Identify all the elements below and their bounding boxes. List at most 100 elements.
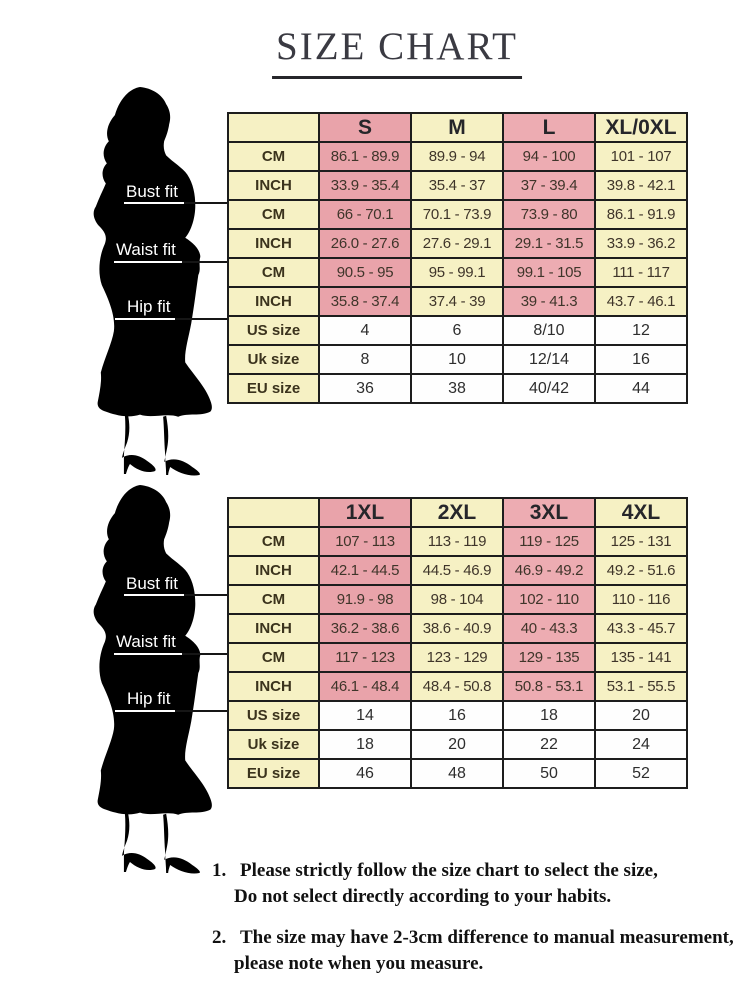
cell: 46.9 - 49.2: [502, 555, 596, 586]
cell: 46: [318, 758, 412, 789]
table-row-us-size: US size 14 16 18 20: [227, 700, 688, 731]
row-label: EU size: [227, 758, 320, 789]
row-label: US size: [227, 700, 320, 731]
table-row-bust-cm: CM 107 - 113 113 - 119 119 - 125 125 - 1…: [227, 526, 688, 557]
row-label: INCH: [227, 613, 320, 644]
note-number: 1.: [212, 860, 227, 881]
table-row-waist-cm: CM 91.9 - 98 98 - 104 102 - 110 110 - 11…: [227, 584, 688, 615]
bust-fit-label: Bust fit: [126, 182, 178, 201]
hip-underline: [115, 318, 175, 320]
cell: 35.8 - 37.4: [318, 286, 412, 317]
cell: 39 - 41.3: [502, 286, 596, 317]
cell: 110 - 116: [594, 584, 688, 615]
note-line: The size may have 2-3cm difference to ma…: [240, 927, 734, 948]
cell: 102 - 110: [502, 584, 596, 615]
cell: 38.6 - 40.9: [410, 613, 504, 644]
cell: 70.1 - 73.9: [410, 199, 504, 230]
table-row-waist-inch: INCH 26.0 - 27.6 27.6 - 29.1 29.1 - 31.5…: [227, 228, 688, 259]
cell: 16: [594, 344, 688, 375]
bust-underline: [124, 594, 184, 596]
row-label: Uk size: [227, 729, 320, 760]
row-label: CM: [227, 199, 320, 230]
waist-fit-label: Waist fit: [116, 240, 176, 259]
cell: 119 - 125: [502, 526, 596, 557]
size-header-xl0xl: XL/0XL: [594, 112, 688, 143]
cell: 86.1 - 89.9: [318, 141, 412, 172]
cell: 12/14: [502, 344, 596, 375]
cell: 35.4 - 37: [410, 170, 504, 201]
table-row-us-size: US size 4 6 8/10 12: [227, 315, 688, 346]
table-row-bust-inch: INCH 33.9 - 35.4 35.4 - 37 37 - 39.4 39.…: [227, 170, 688, 201]
cell: 48: [410, 758, 504, 789]
hip-fit-label: Hip fit: [127, 297, 171, 316]
cell: 26.0 - 27.6: [318, 228, 412, 259]
cell: 42.1 - 44.5: [318, 555, 412, 586]
cell: 20: [410, 729, 504, 760]
cell: 117 - 123: [318, 642, 412, 673]
note-text: Please strictly follow the size chart to…: [234, 858, 658, 910]
bust-connector-line: [184, 594, 228, 596]
cell: 33.9 - 36.2: [594, 228, 688, 259]
page-title: SIZE CHART: [272, 24, 522, 79]
bust-fit-label: Bust fit: [126, 574, 178, 593]
row-label: CM: [227, 526, 320, 557]
cell: 46.1 - 48.4: [318, 671, 412, 702]
hip-connector-line: [173, 318, 228, 320]
cell: 20: [594, 700, 688, 731]
table-row-hip-cm: CM 90.5 - 95 95 - 99.1 99.1 - 105 111 - …: [227, 257, 688, 288]
waist-underline: [114, 653, 182, 655]
note-item-1: 1. Please strictly follow the size chart…: [212, 858, 750, 910]
cell: 12: [594, 315, 688, 346]
table-row-hip-cm: CM 117 - 123 123 - 129 129 - 135 135 - 1…: [227, 642, 688, 673]
size-header-3xl: 3XL: [502, 497, 596, 528]
size-chart-table-2: 1XL 2XL 3XL 4XL CM 107 - 113 113 - 119 1…: [227, 497, 688, 789]
cell: 4: [318, 315, 412, 346]
row-label: CM: [227, 141, 320, 172]
table-row-eu-size: EU size 46 48 50 52: [227, 758, 688, 789]
cell: 48.4 - 50.8: [410, 671, 504, 702]
cell: 94 - 100: [502, 141, 596, 172]
hip-connector-line: [173, 710, 228, 712]
cell: 50.8 - 53.1: [502, 671, 596, 702]
row-label: INCH: [227, 228, 320, 259]
cell: 33.9 - 35.4: [318, 170, 412, 201]
cell: 18: [318, 729, 412, 760]
note-number: 2.: [212, 927, 227, 948]
cell: 39.8 - 42.1: [594, 170, 688, 201]
cell: 113 - 119: [410, 526, 504, 557]
cell: 111 - 117: [594, 257, 688, 288]
waist-fit-label: Waist fit: [116, 632, 176, 651]
row-label: INCH: [227, 555, 320, 586]
cell: 43.3 - 45.7: [594, 613, 688, 644]
cell: 10: [410, 344, 504, 375]
cell: 50: [502, 758, 596, 789]
row-label: CM: [227, 584, 320, 615]
table-row-bust-cm: CM 86.1 - 89.9 89.9 - 94 94 - 100 101 - …: [227, 141, 688, 172]
size-header-m: M: [410, 112, 504, 143]
note-line: please note when you measure.: [234, 953, 484, 974]
size-header-s: S: [318, 112, 412, 143]
bust-connector-line: [184, 202, 228, 204]
cell: 101 - 107: [594, 141, 688, 172]
table-row-bust-inch: INCH 42.1 - 44.5 44.5 - 46.9 46.9 - 49.2…: [227, 555, 688, 586]
waist-connector-line: [180, 261, 228, 263]
row-label: CM: [227, 642, 320, 673]
size-header-2xl: 2XL: [410, 497, 504, 528]
header-row: S M L XL/0XL: [227, 112, 688, 143]
cell: 49.2 - 51.6: [594, 555, 688, 586]
cell: 40 - 43.3: [502, 613, 596, 644]
size-header-l: L: [502, 112, 596, 143]
table-row-waist-inch: INCH 36.2 - 38.6 38.6 - 40.9 40 - 43.3 4…: [227, 613, 688, 644]
table-row-waist-cm: CM 66 - 70.1 70.1 - 73.9 73.9 - 80 86.1 …: [227, 199, 688, 230]
row-label: US size: [227, 315, 320, 346]
cell: 44: [594, 373, 688, 404]
cell: 43.7 - 46.1: [594, 286, 688, 317]
cell: 107 - 113: [318, 526, 412, 557]
cell: 14: [318, 700, 412, 731]
header-row: 1XL 2XL 3XL 4XL: [227, 497, 688, 528]
woman-silhouette-icon: [93, 87, 212, 476]
cell: 37 - 39.4: [502, 170, 596, 201]
cell: 44.5 - 46.9: [410, 555, 504, 586]
waist-connector-line: [180, 653, 228, 655]
